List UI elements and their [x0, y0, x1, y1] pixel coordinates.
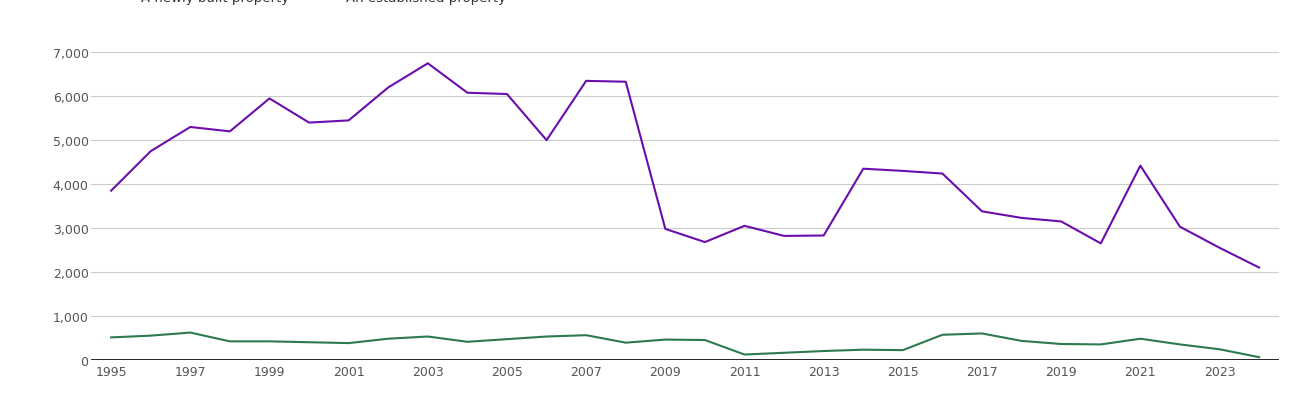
A newly built property: [975, 331, 990, 336]
A newly built property: [144, 333, 159, 338]
A newly built property: [1251, 355, 1267, 360]
An established property: [934, 172, 950, 177]
An established property: [895, 169, 911, 174]
Line: A newly built property: A newly built property: [111, 333, 1259, 357]
An established property: [381, 86, 397, 91]
A newly built property: [539, 334, 555, 339]
An established property: [1212, 246, 1228, 251]
A newly built property: [578, 333, 594, 338]
A newly built property: [658, 337, 673, 342]
An established property: [103, 189, 119, 194]
An established property: [301, 121, 317, 126]
A newly built property: [856, 347, 872, 352]
An established property: [1094, 241, 1109, 246]
An established property: [1053, 219, 1069, 224]
A newly built property: [222, 339, 238, 344]
A newly built property: [895, 348, 911, 353]
A newly built property: [1094, 342, 1109, 347]
A newly built property: [420, 334, 436, 339]
A newly built property: [459, 339, 475, 344]
A newly built property: [1212, 347, 1228, 352]
A newly built property: [1172, 342, 1188, 347]
A newly built property: [103, 335, 119, 340]
A newly built property: [1014, 339, 1030, 344]
An established property: [1172, 225, 1188, 229]
Legend: A newly built property, An established property: A newly built property, An established p…: [98, 0, 506, 5]
An established property: [578, 79, 594, 84]
An established property: [658, 227, 673, 232]
An established property: [737, 224, 753, 229]
A newly built property: [381, 337, 397, 342]
An established property: [619, 80, 634, 85]
A newly built property: [1133, 337, 1148, 342]
An established property: [262, 97, 278, 102]
A newly built property: [737, 352, 753, 357]
An established property: [420, 62, 436, 67]
An established property: [975, 209, 990, 214]
A newly built property: [262, 339, 278, 344]
An established property: [500, 92, 515, 97]
A newly built property: [934, 333, 950, 337]
A newly built property: [1053, 342, 1069, 346]
An established property: [459, 91, 475, 96]
A newly built property: [697, 338, 713, 343]
A newly built property: [183, 330, 198, 335]
An established property: [341, 119, 356, 124]
An established property: [144, 149, 159, 154]
A newly built property: [341, 341, 356, 346]
An established property: [539, 138, 555, 143]
A newly built property: [500, 337, 515, 342]
An established property: [776, 234, 792, 239]
A newly built property: [619, 340, 634, 345]
An established property: [856, 167, 872, 172]
An established property: [222, 130, 238, 135]
An established property: [697, 240, 713, 245]
An established property: [816, 234, 831, 238]
A newly built property: [816, 349, 831, 354]
An established property: [1133, 164, 1148, 169]
An established property: [1014, 216, 1030, 221]
An established property: [183, 125, 198, 130]
Line: An established property: An established property: [111, 64, 1259, 268]
A newly built property: [301, 340, 317, 345]
An established property: [1251, 265, 1267, 270]
A newly built property: [776, 351, 792, 355]
